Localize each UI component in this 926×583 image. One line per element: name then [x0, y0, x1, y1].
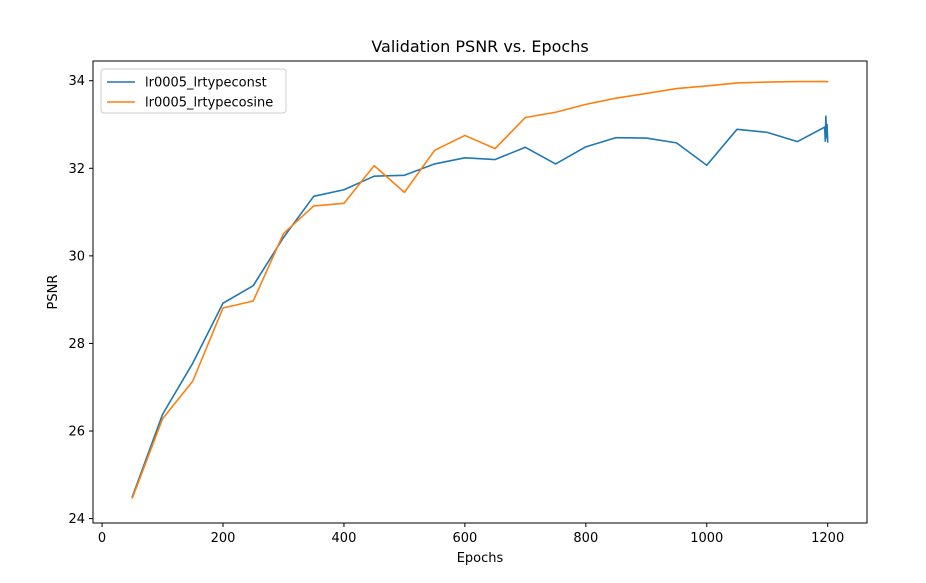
y-tick-label: 26	[68, 425, 85, 440]
x-tick-label: 1000	[690, 531, 723, 546]
y-tick-label: 28	[68, 337, 85, 352]
y-tick-label: 30	[68, 249, 85, 264]
y-axis-title: PSNR	[46, 275, 61, 310]
y-axis: 24 26 28 30 32 34	[68, 74, 93, 527]
x-tick-label: 600	[452, 531, 477, 546]
x-axis-title: Epochs	[457, 551, 504, 566]
legend-box	[100, 68, 287, 114]
series-line-lr0005_lrtypecosine	[131, 80, 829, 499]
legend-label: lr0005_lrtypeconst	[145, 76, 267, 91]
chart-title: Validation PSNR vs. Epochs	[371, 37, 588, 56]
plot-frame	[92, 60, 868, 524]
y-tick-label: 32	[68, 162, 85, 177]
x-tick-label: 1200	[811, 531, 844, 546]
legend-label: lr0005_lrtypecosine	[145, 96, 273, 111]
plot-area	[131, 80, 829, 499]
x-tick-label: 400	[332, 531, 357, 546]
y-tick-label: 24	[68, 512, 85, 527]
x-axis: 0 200 400 600 800 1000 1200	[98, 523, 844, 546]
y-tick-label: 34	[68, 74, 85, 89]
series-line-lr0005_lrtypeconst	[131, 115, 829, 498]
x-tick-label: 0	[98, 531, 106, 546]
legend: lr0005_lrtypeconst lr0005_lrtypecosine	[100, 68, 287, 114]
x-tick-label: 200	[211, 531, 236, 546]
x-tick-label: 800	[573, 531, 598, 546]
